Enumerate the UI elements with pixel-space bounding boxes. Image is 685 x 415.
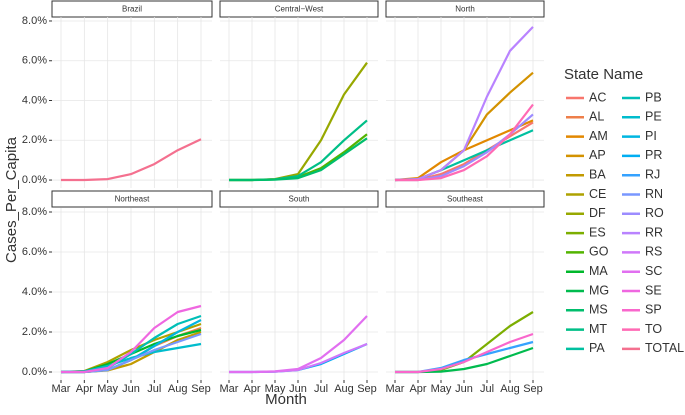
y-tick-label: 8.0% (22, 15, 47, 27)
legend-label: AM (589, 129, 608, 143)
legend-label: MG (589, 283, 609, 297)
x-tick-label: Jul (147, 383, 161, 395)
x-tick-label: Aug (500, 383, 520, 395)
legend-label: PR (645, 148, 662, 162)
y-axis-title: Cases_Per_Capita (3, 136, 20, 263)
x-tick-label: Jun (455, 383, 473, 395)
legend-label: MS (589, 303, 608, 317)
x-tick-label: Apr (243, 383, 260, 395)
y-tick-label: 6.0% (22, 55, 47, 67)
legend-title: State Name (564, 66, 643, 83)
y-tick-label: 0.0% (22, 366, 47, 378)
y-tick-label: 2.0% (22, 134, 47, 146)
strip (219, 0, 379, 18)
facet-title: Southeast (447, 195, 484, 204)
x-tick-label: Sep (191, 383, 211, 395)
y-tick-label: 4.0% (22, 94, 47, 106)
strip (385, 0, 545, 18)
x-tick-label: Sep (523, 383, 543, 395)
x-tick-label: Mar (52, 383, 71, 395)
legend-label: RR (645, 225, 663, 239)
legend-label: MT (589, 322, 607, 336)
legend-label: PI (645, 129, 657, 143)
strip (51, 0, 213, 18)
x-tick-label: May (265, 383, 286, 395)
legend-label: PE (645, 110, 662, 124)
legend-label: CE (589, 187, 606, 201)
series-line (229, 315, 368, 374)
facet-title: Northeast (115, 195, 150, 204)
x-tick-label: Aug (334, 383, 354, 395)
x-tick-label: Jun (289, 383, 307, 395)
legend-label: DF (589, 206, 606, 220)
legend-label: TO (645, 322, 662, 336)
facet-title: South (289, 195, 310, 204)
y-tick-label: 4.0% (22, 286, 47, 298)
y-tick-label: 6.0% (22, 246, 47, 258)
x-tick-label: Mar (386, 383, 405, 395)
strip (219, 190, 379, 208)
y-tick-label: 0.0% (22, 174, 47, 186)
legend-label: RJ (645, 167, 660, 181)
legend-label: SP (645, 303, 662, 317)
legend-label: RS (645, 245, 662, 259)
legend-label: TOTAL (645, 341, 684, 355)
legend-label: ES (589, 225, 606, 239)
x-axis-title: Month (265, 391, 307, 408)
facet-title: Central−West (275, 5, 324, 14)
legend-label: AL (589, 110, 604, 124)
x-tick-label: Jul (314, 383, 328, 395)
y-tick-label: 8.0% (22, 206, 47, 218)
strip (51, 190, 213, 208)
x-tick-label: May (431, 383, 452, 395)
series-line (395, 103, 534, 182)
x-tick-label: Jul (480, 383, 494, 395)
series-line (61, 138, 202, 182)
strip (385, 190, 545, 208)
legend-label: BA (589, 167, 606, 181)
legend-label: PA (589, 341, 605, 355)
x-tick-label: Jun (122, 383, 140, 395)
x-tick-label: Apr (409, 383, 426, 395)
facet-title: North (455, 5, 475, 14)
legend-label: SC (645, 264, 662, 278)
legend-label: RN (645, 187, 663, 201)
legend-label: GO (589, 245, 609, 259)
x-tick-label: Mar (220, 383, 239, 395)
x-tick-label: Apr (76, 383, 93, 395)
x-tick-label: May (97, 383, 118, 395)
legend-label: AC (589, 90, 606, 104)
legend-label: PB (645, 90, 662, 104)
x-tick-label: Aug (168, 383, 188, 395)
legend-label: SE (645, 283, 662, 297)
legend-label: MA (589, 264, 608, 278)
series-line (229, 137, 368, 182)
facet-title: Brazil (122, 5, 142, 14)
legend-label: RO (645, 206, 664, 220)
series-line (61, 304, 202, 374)
series-line (395, 332, 534, 374)
legend-label: AP (589, 148, 606, 162)
y-tick-label: 2.0% (22, 326, 47, 338)
x-tick-label: Sep (357, 383, 377, 395)
